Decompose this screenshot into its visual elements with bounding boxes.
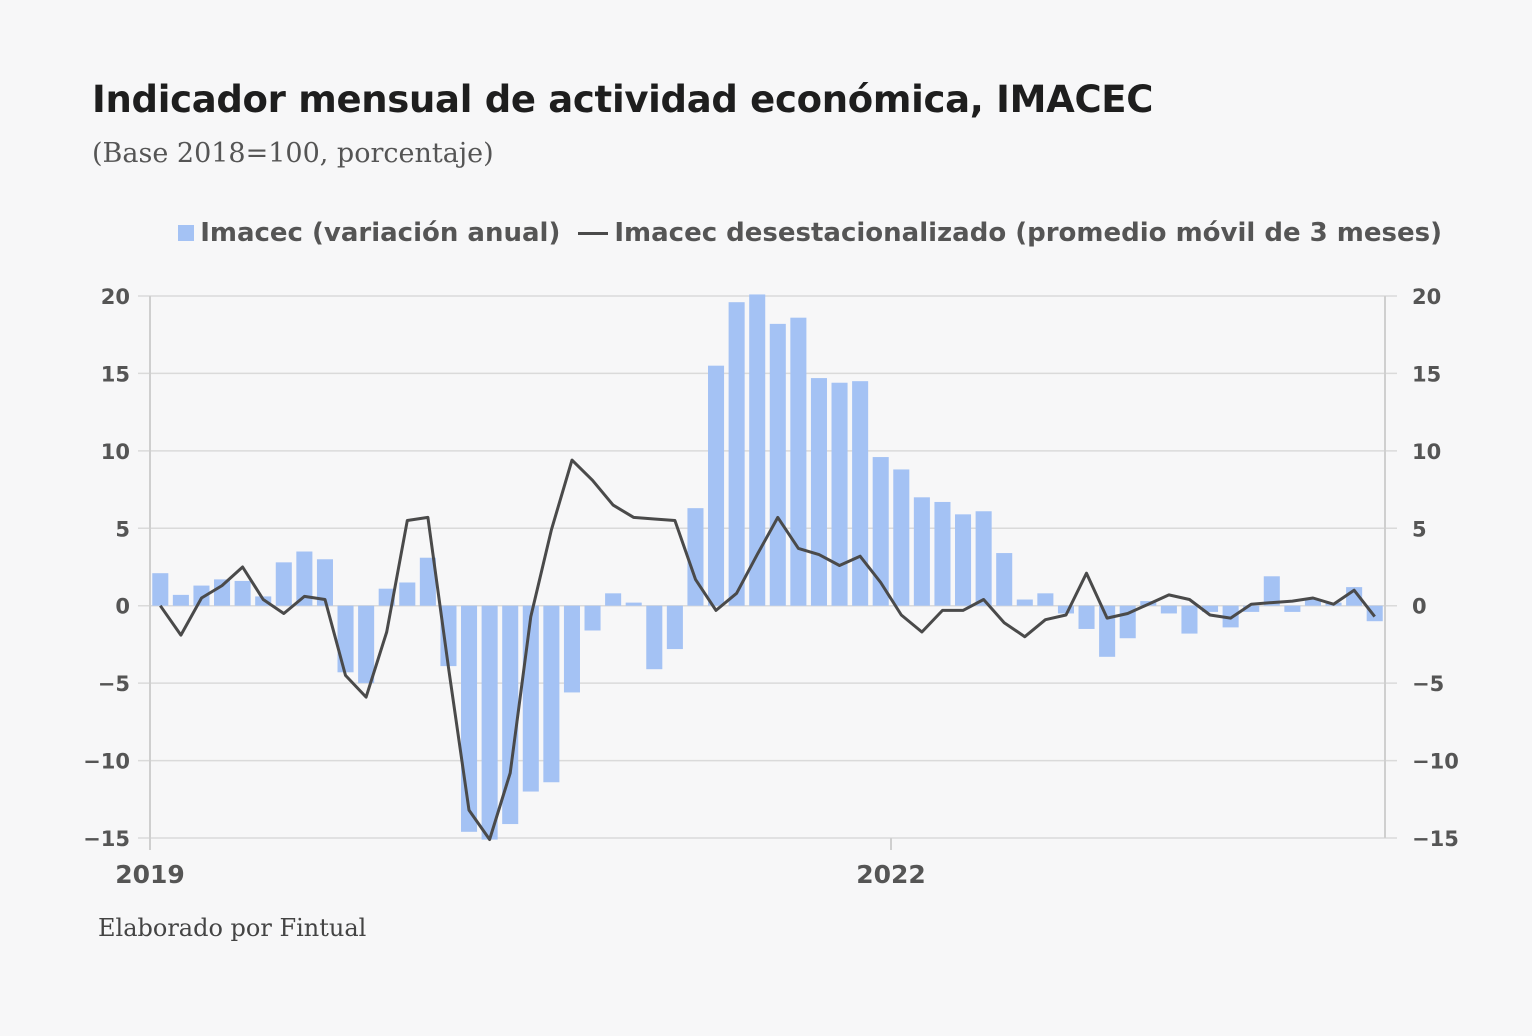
bar xyxy=(749,294,766,606)
bar xyxy=(152,573,169,606)
bar xyxy=(646,605,663,670)
y-tick-label-right: 0 xyxy=(1412,595,1427,619)
bar xyxy=(790,317,807,606)
bar xyxy=(502,605,519,825)
bar xyxy=(872,457,889,606)
y-tick-label-left: 15 xyxy=(101,362,130,386)
bar xyxy=(831,382,848,606)
bar xyxy=(728,302,745,606)
bar xyxy=(399,582,416,606)
y-tick-label-right: −15 xyxy=(1412,827,1459,851)
bar xyxy=(913,497,930,606)
bar xyxy=(584,605,601,631)
bar xyxy=(193,585,210,606)
bar xyxy=(1037,593,1054,606)
bar xyxy=(563,605,580,693)
bar xyxy=(522,605,539,792)
legend-swatch-bars xyxy=(178,225,195,241)
bar xyxy=(708,365,725,606)
bar-series xyxy=(152,294,1383,840)
bar xyxy=(316,559,333,606)
legend-item-bars[interactable]: Imacec (variación anual) xyxy=(178,218,560,248)
y-tick-label-left: −10 xyxy=(83,750,130,774)
bar xyxy=(1057,605,1074,614)
bar xyxy=(337,605,354,673)
bar xyxy=(1263,576,1280,606)
chart-footer: Elaborado por Fintual xyxy=(98,914,367,942)
bar xyxy=(1160,605,1177,614)
bar xyxy=(1284,605,1301,612)
bar xyxy=(893,469,910,606)
line-path xyxy=(159,458,1376,841)
x-tick-label: 2022 xyxy=(856,860,926,889)
axes xyxy=(149,296,1386,850)
y-tick-label-left: −15 xyxy=(83,827,130,851)
y-tick-label-left: 0 xyxy=(115,595,130,619)
y-tick-label-left: −5 xyxy=(98,672,130,696)
bar xyxy=(852,381,869,606)
legend-label-bars: Imacec (variación anual) xyxy=(200,218,561,248)
chart-legend: Imacec (variación anual) Imacec desestac… xyxy=(178,218,1442,248)
line-series xyxy=(159,458,1376,841)
x-tick-label: 2019 xyxy=(115,860,185,889)
tick-labels: 20 20 15 15 10 10 5 5 0 0 −5 −5 −10 −10 −15 −15 2019 2022 xyxy=(83,285,1459,889)
y-tick-label-left: 20 xyxy=(101,285,130,309)
legend-swatch-line xyxy=(578,231,609,235)
bar xyxy=(687,508,704,606)
y-tick-label-right: 5 xyxy=(1412,517,1427,541)
bar xyxy=(996,553,1013,606)
legend-item-line[interactable]: Imacec desestacionalizado (promedio móvi… xyxy=(578,218,1442,248)
bar xyxy=(234,580,251,606)
bar xyxy=(666,605,683,650)
bar xyxy=(1099,605,1116,657)
y-tick-label-right: 20 xyxy=(1412,285,1441,309)
y-tick-label-left: 10 xyxy=(101,440,130,464)
bar xyxy=(1181,605,1198,634)
bar xyxy=(769,323,786,606)
chart-title: Indicador mensual de actividad económica… xyxy=(92,78,1154,121)
bar xyxy=(955,514,972,606)
bar xyxy=(275,562,292,606)
bar xyxy=(461,605,478,832)
legend-label-line: Imacec desestacionalizado (promedio móvi… xyxy=(614,218,1442,248)
bar xyxy=(810,378,827,606)
bar xyxy=(605,593,622,606)
bar xyxy=(625,602,642,606)
bar xyxy=(543,605,560,783)
bar xyxy=(440,605,457,667)
bar xyxy=(481,605,498,840)
chart-subtitle: (Base 2018=100, porcentaje) xyxy=(92,138,494,169)
bar xyxy=(296,551,313,606)
bar xyxy=(934,501,951,606)
bar xyxy=(1304,599,1321,606)
y-tick-label-right: 15 xyxy=(1412,362,1441,386)
bar xyxy=(378,588,395,606)
y-tick-label-right: −10 xyxy=(1412,750,1459,774)
bar xyxy=(1243,605,1260,612)
y-tick-label-left: 5 xyxy=(115,517,130,541)
bar xyxy=(1202,605,1219,612)
bar xyxy=(1078,605,1095,629)
y-tick-label-right: −5 xyxy=(1412,672,1444,696)
bar xyxy=(214,579,231,606)
y-tick-label-right: 10 xyxy=(1412,440,1441,464)
bar xyxy=(172,594,189,606)
bar xyxy=(358,605,375,684)
bar xyxy=(975,511,992,606)
bar xyxy=(1016,599,1033,606)
bar xyxy=(419,557,436,606)
